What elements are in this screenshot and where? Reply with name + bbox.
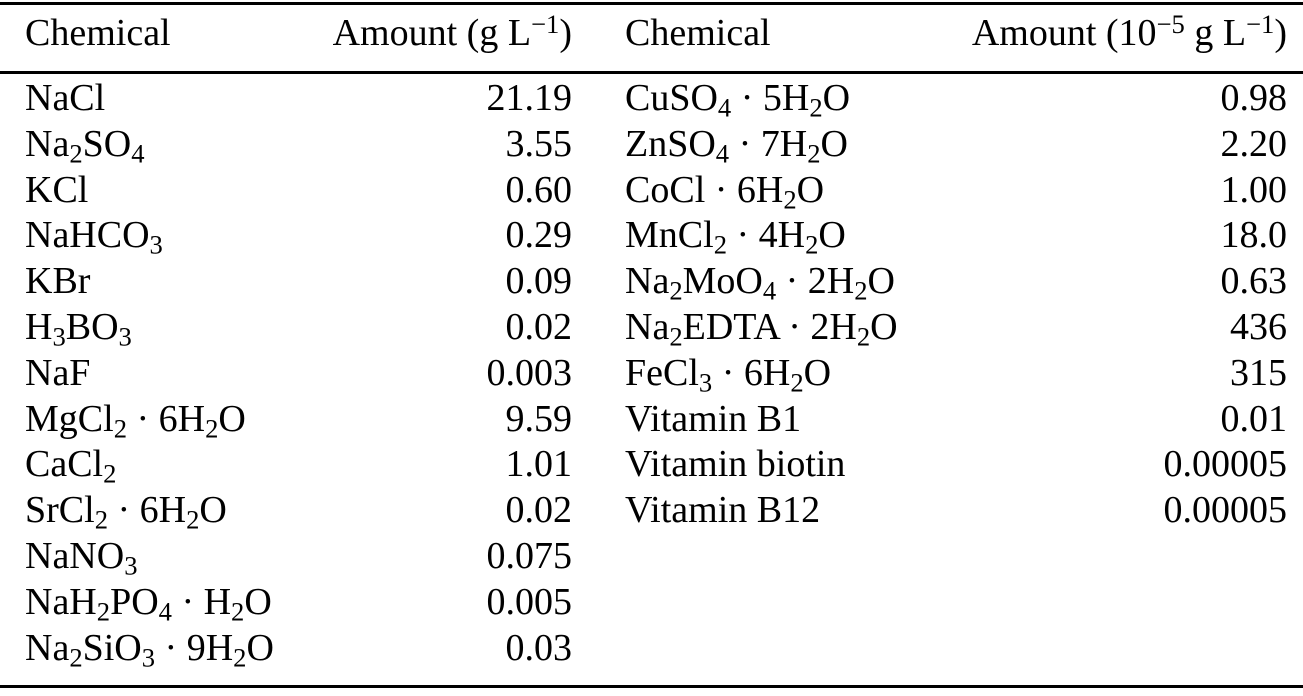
- amount-cell: 2.20: [1220, 122, 1288, 165]
- table-top-rule: [0, 2, 1303, 5]
- amount-cell: 0.00005: [1163, 489, 1288, 532]
- amount-cell: 0.60: [505, 168, 573, 211]
- table-body: NaCl 21.19 CuSO4 · 5H2O 0.98 Na2SO4 3.55 ZnSO4…: [0, 74, 1303, 686]
- table-row: NaH2PO4 · H2O 0.005: [0, 580, 1303, 626]
- table-bottom-rule: [0, 685, 1303, 689]
- amount-cell: 1.01: [505, 443, 573, 486]
- amount-cell: [952, 534, 1303, 580]
- header-amount-left: Amount (g L−1): [332, 8, 572, 54]
- chemical-cell: Na2SiO3 · 9H2O: [25, 626, 274, 673]
- amount-cell: 0.09: [505, 260, 573, 303]
- table-row: KCl 0.60 CoCl · 6H2O 1.00: [0, 168, 1303, 214]
- chemical-cell: FeCl3 · 6H2O: [625, 351, 832, 398]
- chemical-cell: Na2SO4: [25, 122, 145, 169]
- amount-cell: 9.59: [505, 397, 573, 440]
- chemical-cell: NaHCO3: [25, 214, 163, 261]
- chemical-cell: [572, 580, 952, 626]
- chemical-cell: Vitamin biotin: [625, 443, 846, 486]
- chemical-cell: KCl: [25, 168, 89, 211]
- chemical-cell: CaCl2: [25, 443, 117, 490]
- amount-cell: 0.03: [505, 626, 573, 669]
- amount-cell: 0.02: [505, 489, 573, 532]
- table-row: Na2SiO3 · 9H2O 0.03: [0, 626, 1303, 672]
- amount-cell: 0.00005: [1163, 443, 1288, 486]
- table-row: Na2SO4 3.55 ZnSO4 · 7H2O 2.20: [0, 122, 1303, 168]
- table-row: MgCl2 · 6H2O 9.59 Vitamin B1 0.01: [0, 397, 1303, 443]
- table-row: KBr 0.09 Na2MoO4 · 2H2O 0.63: [0, 259, 1303, 305]
- chemical-cell: NaNO3: [25, 534, 138, 581]
- chemical-cell: NaH2PO4 · H2O: [25, 580, 272, 627]
- amount-cell: 1.00: [1220, 168, 1288, 211]
- chemical-cell: Vitamin B12: [625, 489, 821, 532]
- table-row: NaHCO3 0.29 MnCl2 · 4H2O 18.0: [0, 213, 1303, 259]
- table-row: NaF 0.003 FeCl3 · 6H2O 315: [0, 351, 1303, 397]
- amount-cell: 315: [1230, 351, 1287, 394]
- chemical-cell: Vitamin B1: [625, 397, 802, 440]
- amount-cell: 0.63: [1220, 260, 1288, 303]
- chemical-cell: SrCl2 · 6H2O: [25, 489, 227, 535]
- amount-cell: 21.19: [486, 77, 573, 119]
- table-row: NaNO3 0.075: [0, 534, 1303, 580]
- table-row: SrCl2 · 6H2O 0.02 Vitamin B12 0.00005: [0, 488, 1303, 534]
- table-header-rule: [0, 71, 1303, 74]
- amount-cell: 18.0: [1220, 214, 1288, 257]
- amount-cell: 0.02: [505, 305, 573, 348]
- chemical-cell: KBr: [25, 260, 91, 303]
- chemical-cell: [572, 534, 952, 580]
- amount-cell: [952, 580, 1303, 626]
- table-header-row: Chemical Amount (g L−1) Chemical Amount …: [0, 5, 1303, 71]
- chemical-cell: NaCl: [25, 77, 106, 119]
- amount-cell: 436: [1230, 305, 1287, 348]
- amount-cell: [952, 626, 1303, 672]
- amount-cell: 0.003: [486, 351, 573, 394]
- chemical-cell: MnCl2 · 4H2O: [625, 214, 846, 261]
- chemical-cell: CoCl · 6H2O: [625, 168, 825, 215]
- chemical-cell: Na2MoO4 · 2H2O: [625, 260, 895, 306]
- header-chemical-right: Chemical: [625, 11, 771, 54]
- amount-cell: 0.98: [1220, 77, 1288, 119]
- chemical-cell: H3BO3: [25, 305, 132, 352]
- chemical-cell: CuSO4 · 5H2O: [625, 77, 851, 123]
- chemical-cell: ZnSO4 · 7H2O: [625, 122, 848, 169]
- amount-cell: 0.005: [486, 580, 573, 623]
- chemical-cell: Na2EDTA · 2H2O: [625, 305, 898, 352]
- chemical-cell: MgCl2 · 6H2O: [25, 397, 246, 444]
- chemical-cell: NaF: [25, 351, 91, 394]
- amount-cell: 3.55: [505, 122, 573, 165]
- chemical-cell: [572, 626, 952, 672]
- header-chemical-left: Chemical: [25, 11, 171, 54]
- amount-cell: 0.01: [1220, 397, 1288, 440]
- table-row: H3BO3 0.02 Na2EDTA · 2H2O 436: [0, 305, 1303, 351]
- amount-cell: 0.075: [486, 534, 573, 577]
- amount-cell: 0.29: [505, 214, 573, 257]
- table-row: NaCl 21.19 CuSO4 · 5H2O 0.98: [0, 76, 1303, 122]
- header-amount-right: Amount (10−5 g L−1): [971, 8, 1287, 54]
- table-row: CaCl2 1.01 Vitamin biotin 0.00005: [0, 442, 1303, 488]
